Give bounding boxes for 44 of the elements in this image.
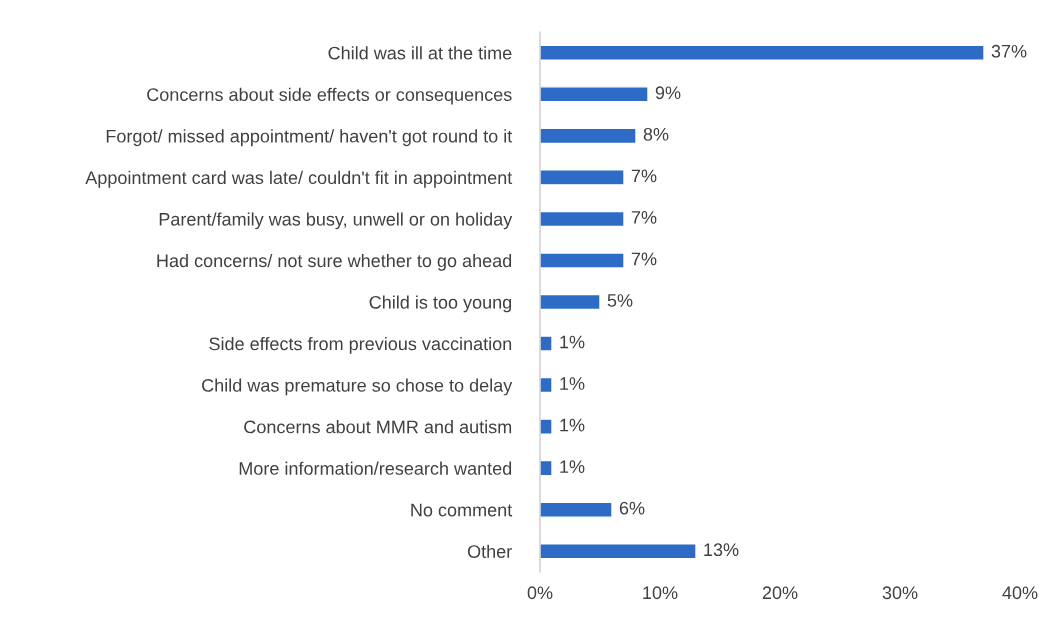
- x-tick-label: 40%: [1002, 586, 1038, 600]
- bar: [540, 543, 697, 560]
- data-label: 1%: [560, 377, 585, 390]
- y-tick-label: Parent/family was busy, unwell or on holiday: [159, 212, 513, 230]
- bar: [540, 86, 649, 103]
- data-label: 1%: [560, 460, 585, 473]
- bar: [540, 44, 985, 61]
- x-tick-label: 10%: [643, 586, 678, 600]
- bar: [540, 210, 625, 228]
- y-tick-label: No comment: [411, 503, 513, 517]
- bar: [540, 459, 553, 477]
- data-label: 37%: [991, 44, 1027, 58]
- data-label: 1%: [560, 335, 585, 349]
- bar: [540, 169, 625, 186]
- y-tick-label: Child is too young: [369, 295, 512, 313]
- data-label: 13%: [704, 543, 739, 557]
- bar: [540, 335, 553, 352]
- bar: [540, 376, 553, 394]
- x-tick-label: 20%: [762, 586, 798, 600]
- y-tick-label: Side effects from previous vaccination: [209, 337, 512, 354]
- data-label: 7%: [631, 252, 657, 266]
- bar: [540, 127, 637, 145]
- bar: [540, 252, 625, 269]
- x-tick-label: 0%: [527, 586, 553, 600]
- y-tick-label: Had concerns/ not sure whether to go ahead: [157, 253, 512, 271]
- y-tick-label: Child was ill at the time: [328, 46, 512, 60]
- data-label: 7%: [631, 169, 657, 183]
- data-label: 5%: [607, 294, 633, 307]
- y-tick-label: Concerns about MMR and autism: [244, 420, 512, 434]
- bar: [540, 418, 553, 435]
- bar: [540, 501, 613, 518]
- bar: [540, 293, 601, 311]
- y-tick-label: Forgot/ missed appointment/ haven't got round to it: [106, 129, 513, 147]
- x-tick-label: 30%: [882, 586, 918, 600]
- y-tick-label: Other: [467, 544, 512, 558]
- y-tick-label: Appointment card was late/ couldn't fit in appointment: [85, 170, 513, 188]
- y-tick-label: More information/research wanted: [239, 461, 512, 475]
- data-label: 1%: [560, 418, 585, 432]
- data-label: 8%: [643, 127, 669, 141]
- data-label: 7%: [631, 211, 657, 224]
- y-tick-label: Child was premature so chose to delay: [202, 378, 513, 396]
- data-label: 6%: [619, 501, 645, 515]
- data-label: 9%: [655, 86, 681, 100]
- y-tick-label: Concerns about side effects or consequences: [147, 87, 512, 105]
